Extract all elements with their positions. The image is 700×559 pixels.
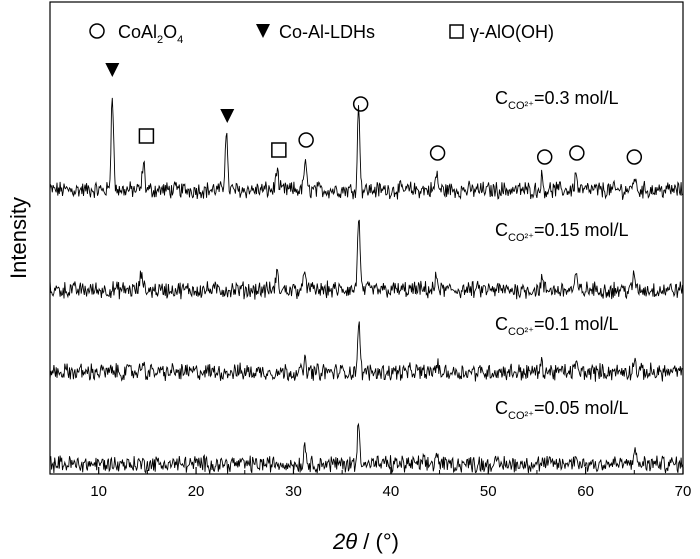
plot-frame bbox=[49, 1, 684, 475]
peak-marker-square bbox=[271, 142, 287, 158]
series-label-0: CCO²⁺=0.3 mol/L bbox=[495, 88, 619, 112]
legend-item-co-al-ldhs: Co-Al-LDHs bbox=[279, 22, 375, 42]
series-label-2: CCO²⁺=0.1 mol/L bbox=[495, 314, 619, 338]
x-tick-label: 60 bbox=[577, 483, 594, 500]
x-tick-label: 30 bbox=[285, 483, 302, 500]
series-labels: CCO²⁺=0.3 mol/L CCO²⁺=0.15 mol/L CCO²⁺=0.1… bbox=[495, 88, 629, 422]
peak-marker-triangle bbox=[220, 109, 235, 123]
peak-marker-circle bbox=[536, 149, 553, 165]
legend-triangle-marker bbox=[256, 24, 270, 38]
y-axis-title: Intensity bbox=[6, 197, 31, 279]
x-axis-title: 2θ / (°) bbox=[332, 529, 399, 554]
legend: CoAl2O4 Co-Al-LDHs γ-AlO(OH) bbox=[89, 22, 554, 46]
legend-square-marker bbox=[449, 24, 464, 39]
series-line-3 bbox=[49, 422, 684, 474]
peak-marker-square bbox=[138, 128, 155, 144]
series-line-1 bbox=[49, 219, 684, 300]
legend-item-boehmite: γ-AlO(OH) bbox=[470, 22, 554, 42]
peak-markers bbox=[105, 63, 643, 165]
peak-marker-circle bbox=[429, 145, 446, 161]
series-label-3: CCO²⁺=0.05 mol/L bbox=[495, 398, 629, 422]
x-tick-label: 10 bbox=[90, 483, 107, 500]
legend-item-cobalt-aluminate: CoAl2O4 bbox=[118, 22, 183, 46]
series-label-1: CCO²⁺=0.15 mol/L bbox=[495, 220, 629, 244]
peak-marker-circle bbox=[298, 132, 314, 148]
legend-circle-marker bbox=[89, 23, 105, 39]
series-line-0 bbox=[49, 97, 683, 200]
series-line-2 bbox=[49, 321, 683, 382]
x-tick-label: 50 bbox=[480, 483, 497, 500]
peak-marker-triangle bbox=[105, 63, 120, 77]
series-lines bbox=[49, 97, 684, 474]
x-tick-label: 70 bbox=[675, 483, 692, 500]
x-tick-label: 40 bbox=[383, 483, 400, 500]
peak-marker-circle bbox=[352, 96, 369, 112]
peak-marker-circle bbox=[569, 145, 585, 161]
peak-marker-circle bbox=[626, 149, 643, 165]
x-tick-label: 20 bbox=[188, 483, 205, 500]
